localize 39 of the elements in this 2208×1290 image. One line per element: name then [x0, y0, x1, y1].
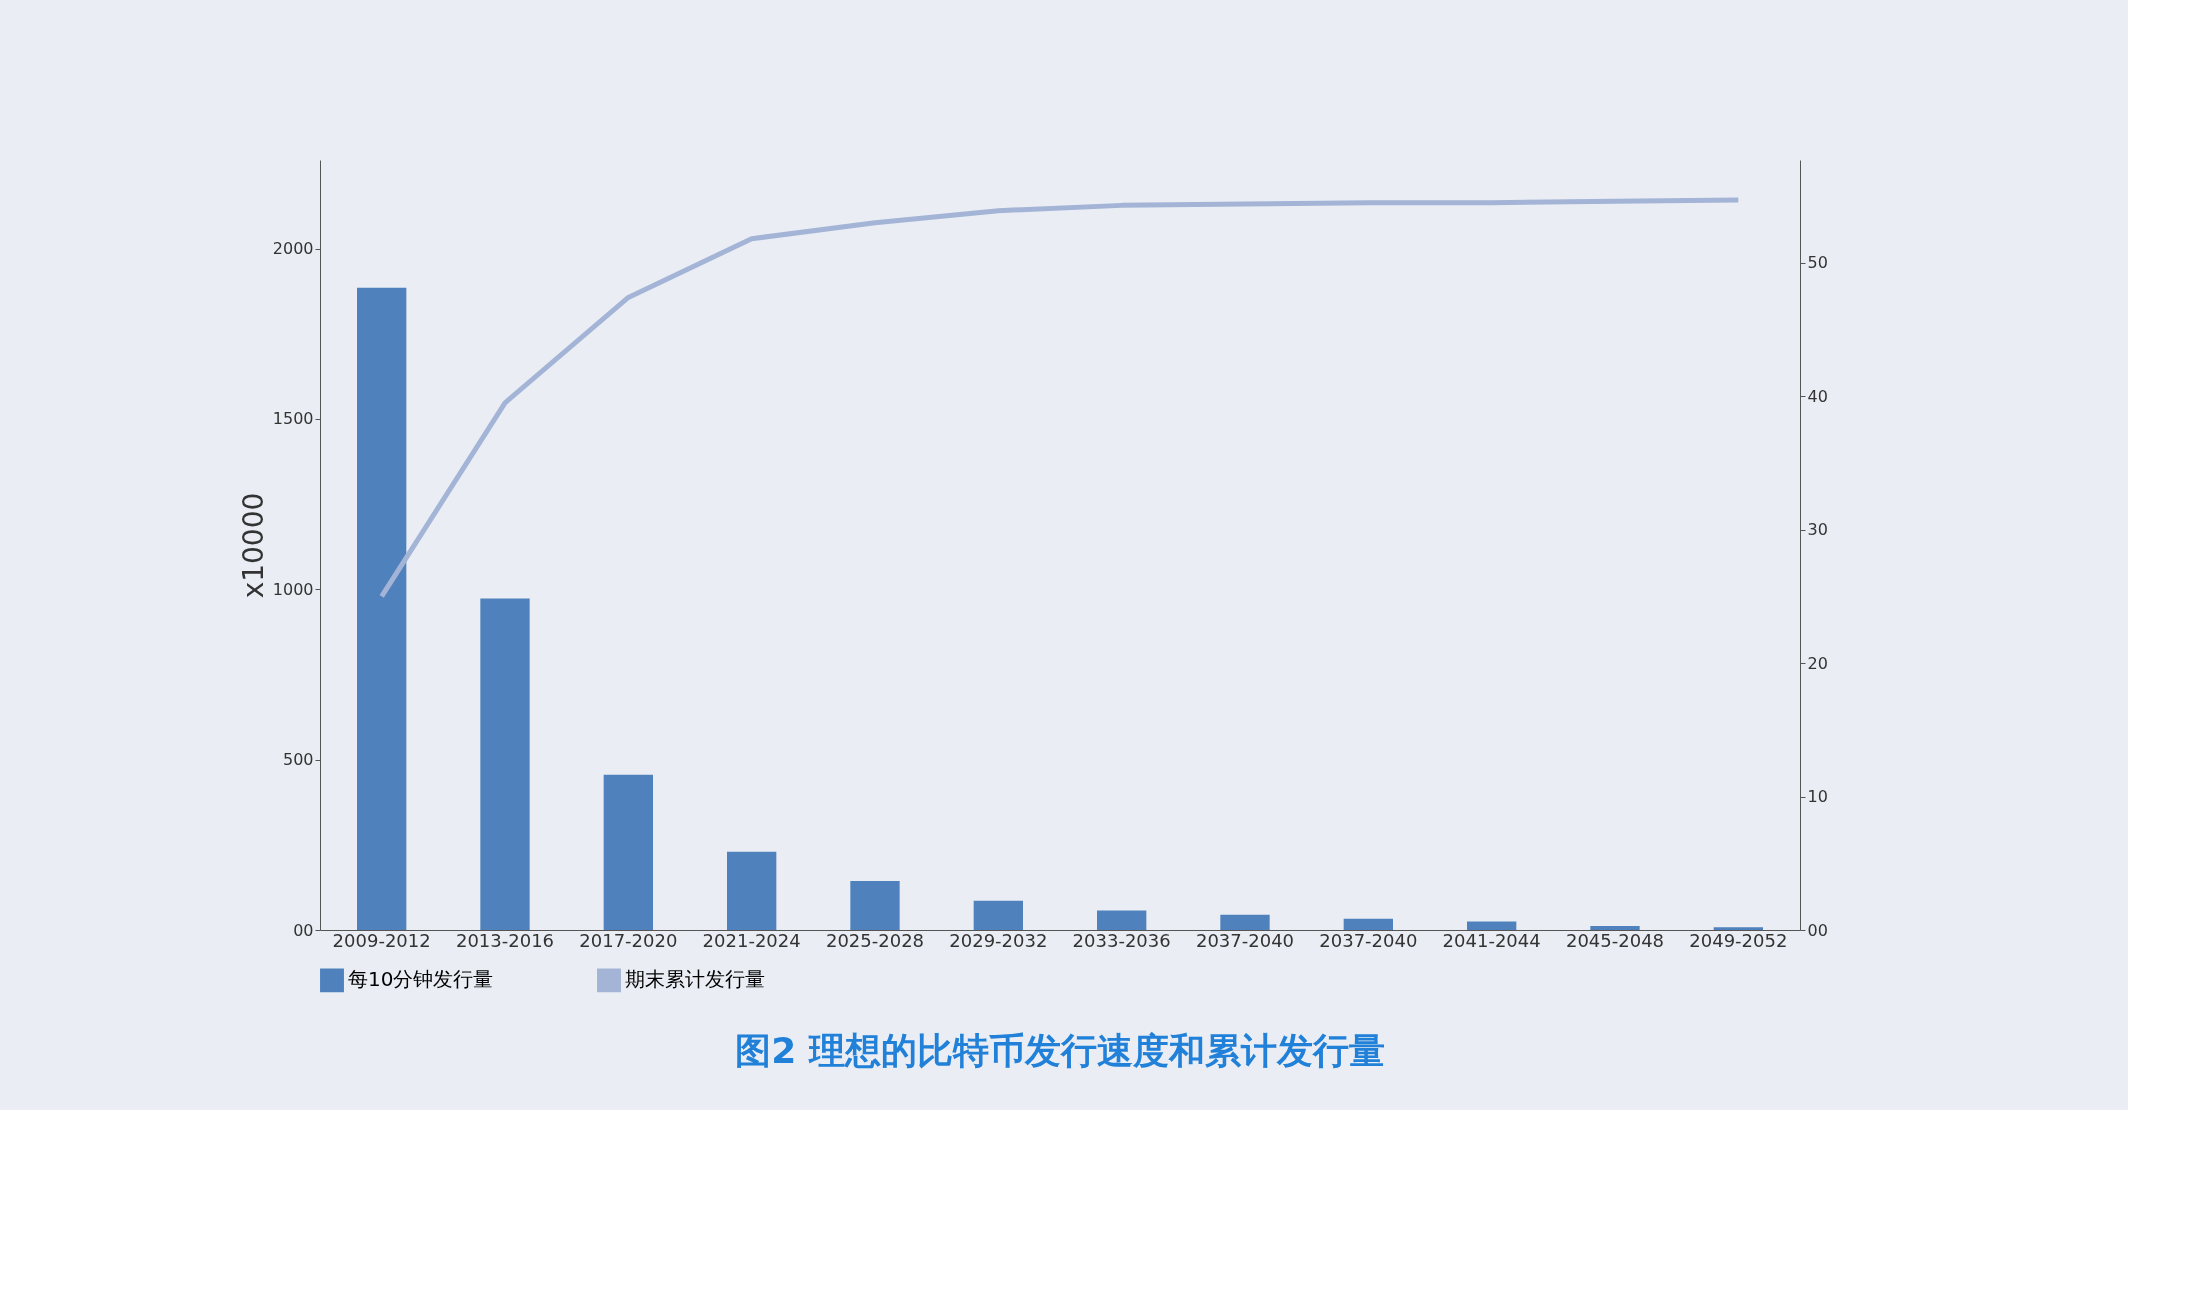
x-tick-label: 2045-2048 [1565, 929, 1665, 951]
legend-label: 每10分钟发行量 [348, 967, 494, 992]
y-tick-label: 500 [282, 750, 314, 770]
bar [357, 287, 407, 930]
x-tick-label: 2025-2028 [825, 929, 925, 951]
x-tick-label: 2029-2032 [949, 929, 1048, 951]
legend-label: 期末累计发行量 [625, 967, 765, 992]
x-tick-label: 2037-2040 [1195, 929, 1295, 951]
y2-tick-label: 30 [1807, 520, 1828, 540]
bar [1590, 925, 1640, 930]
bar [727, 851, 777, 930]
x-tick-label: 2033-2036 [1072, 929, 1171, 951]
bar [1343, 918, 1393, 930]
y2-tick-label: 20 [1807, 653, 1828, 673]
y-tick-label: 1000 [272, 579, 314, 599]
x-tick-label: 2017-2020 [579, 929, 678, 951]
bar [480, 598, 530, 930]
y2-tick-label: 10 [1807, 787, 1828, 807]
x-tick-label: 2021-2024 [702, 929, 801, 951]
bar [850, 880, 900, 930]
bar [603, 774, 653, 930]
text: 图2 理想的比特币发行速度和累计发行量 [735, 1030, 1385, 1071]
bar [1713, 927, 1763, 930]
y2-tick-label: 50 [1807, 253, 1828, 273]
x-tick-label: 2009-2012 [332, 929, 431, 951]
y-tick-label: 2000 [272, 239, 314, 259]
bar [973, 900, 1023, 930]
x-tick-label: 2049-2052 [1689, 929, 1788, 951]
x-tick-label: 2037-2040 [1319, 929, 1418, 951]
x-tick-label: 2013-2016 [455, 929, 555, 951]
y2-tick-label: 40 [1807, 386, 1828, 406]
bar [1467, 921, 1517, 930]
bar [1220, 914, 1270, 930]
y-axis-title: x10000 [236, 492, 270, 599]
y-tick-label: 00 [293, 920, 314, 940]
x-tick-label: 2041-2044 [1442, 929, 1541, 951]
bar [1097, 910, 1147, 930]
y-tick-label: 1500 [272, 409, 314, 429]
y2-tick-label: 00 [1807, 920, 1828, 940]
